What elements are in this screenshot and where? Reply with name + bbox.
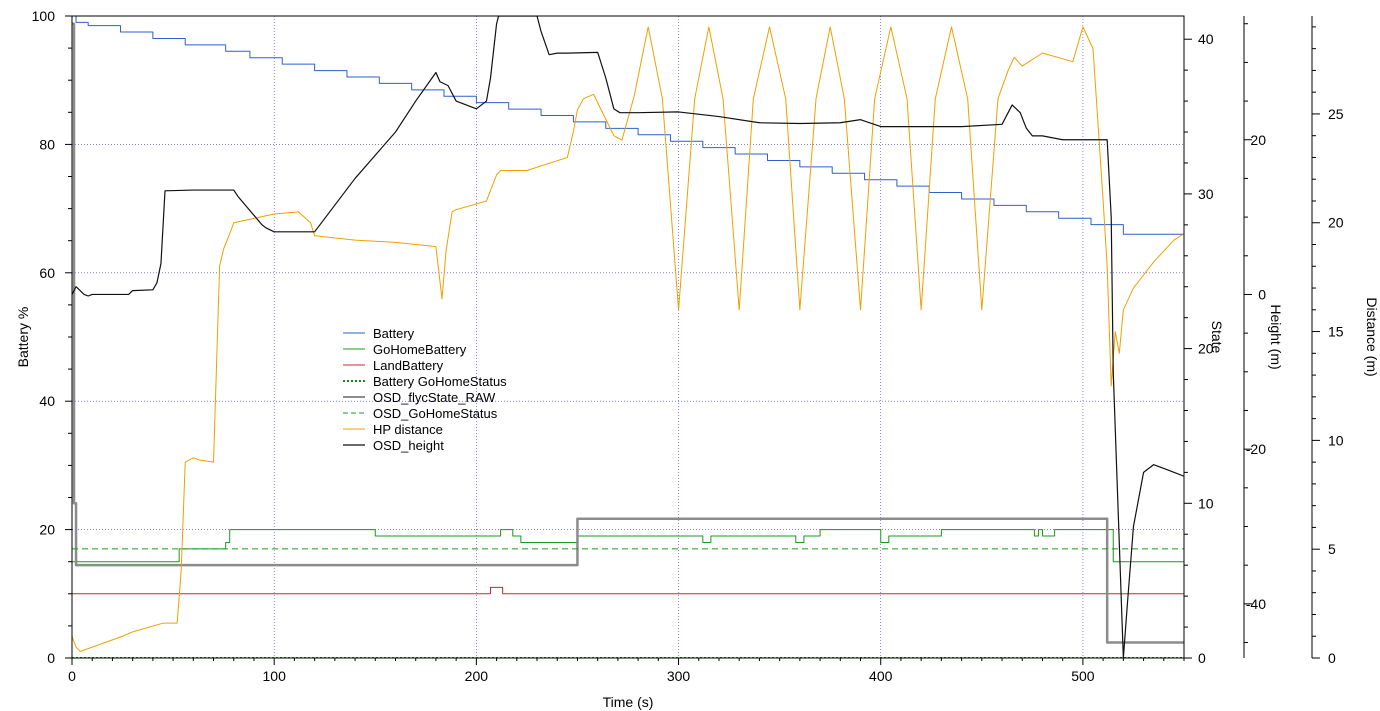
legend-label-osd-gohomestatus: OSD_GoHomeStatus <box>373 406 498 421</box>
x-tick-label: 0 <box>68 668 76 684</box>
x-tick-label: 400 <box>869 668 893 684</box>
x-tick-label: 500 <box>1071 668 1095 684</box>
series-line-landbattery <box>72 586 1184 595</box>
battery-tick-label: 0 <box>47 650 55 666</box>
state-axis-label: State <box>1209 321 1225 354</box>
series-line-osd-flycstate-raw <box>72 22 1184 644</box>
legend-label-landbattery: LandBattery <box>373 358 444 373</box>
battery-tick-label: 40 <box>39 393 55 409</box>
grid-layer <box>72 16 1184 658</box>
plot-series <box>72 16 1184 658</box>
distance-tick-label: 25 <box>1328 106 1344 122</box>
distance-tick-label: 15 <box>1328 324 1344 340</box>
state-tick-label: 20 <box>1198 341 1214 357</box>
height-axis-label: Height (m) <box>1268 304 1284 369</box>
legend-label-gohomebattery: GoHomeBattery <box>373 342 467 357</box>
legend-label-hp-distance: HP distance <box>373 422 443 437</box>
legend-label-osd-height: OSD_height <box>373 438 444 453</box>
state-tick-label: 40 <box>1198 31 1214 47</box>
legend-label-osd-flycstate-raw: OSD_flycState_RAW <box>373 390 496 405</box>
state-tick-label: 30 <box>1198 186 1214 202</box>
battery-tick-label: 100 <box>32 8 56 24</box>
distance-tick-label: 0 <box>1328 650 1336 666</box>
distance-axis-label: Distance (m) <box>1364 297 1380 376</box>
state-tick-label: 0 <box>1198 650 1206 666</box>
series-line-battery <box>72 16 1184 235</box>
height-tick-label: 0 <box>1258 286 1266 302</box>
state-tick-label: 10 <box>1198 495 1214 511</box>
legend-label-battery-gohomestatus: Battery GoHomeStatus <box>373 374 507 389</box>
series-line-osd-height <box>72 16 1184 658</box>
distance-tick-label: 5 <box>1328 541 1336 557</box>
distance-tick-label: 10 <box>1328 432 1344 448</box>
battery-tick-label: 20 <box>39 522 55 538</box>
x-tick-label: 300 <box>667 668 691 684</box>
x-tick-label: 200 <box>465 668 489 684</box>
battery-tick-label: 80 <box>39 136 55 152</box>
series-line-gohomebattery <box>72 529 1184 563</box>
distance-tick-label: 20 <box>1328 215 1344 231</box>
height-tick-label: -40 <box>1246 596 1266 612</box>
battery-tick-label: 60 <box>39 265 55 281</box>
series-line-hp-distance <box>72 26 1184 652</box>
battery-axis-label: Battery % <box>15 307 31 368</box>
height-tick-label: -20 <box>1246 441 1266 457</box>
x-axis-label: Time (s) <box>603 694 654 710</box>
x-tick-label: 100 <box>263 668 287 684</box>
height-tick-label: 20 <box>1250 132 1266 148</box>
legend-label-battery: Battery <box>373 326 415 341</box>
